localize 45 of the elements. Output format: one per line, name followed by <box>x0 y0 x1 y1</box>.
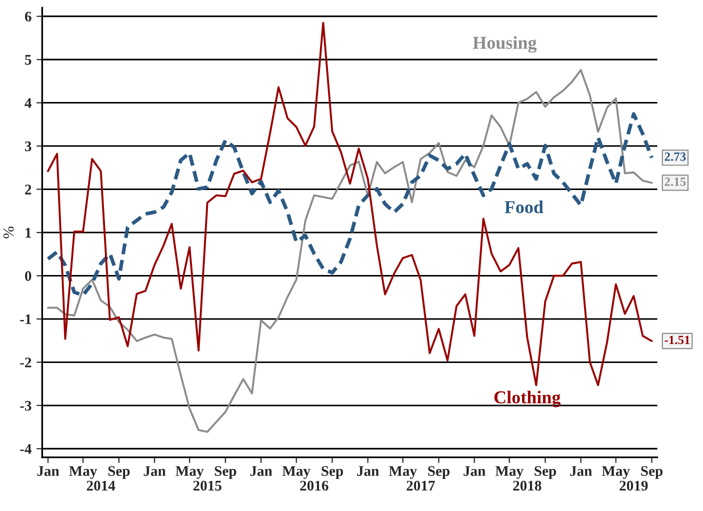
x-tick-label: Jan <box>144 466 166 476</box>
y-tick-label: 6 <box>24 12 32 22</box>
x-tick-label: Sep <box>428 466 450 479</box>
y-tick-label: 2 <box>25 184 32 194</box>
line-series <box>47 68 653 433</box>
x-tick-label: May <box>69 466 98 479</box>
x-tick-label: Jan <box>250 466 272 476</box>
x-tick-label: May <box>176 466 204 479</box>
y-tick-label: -4 <box>20 444 32 454</box>
annotation: -1.51 <box>664 336 690 344</box>
line-series <box>47 22 653 386</box>
y-tick-label: -1 <box>20 314 32 324</box>
x-tick-label: Sep <box>214 466 236 479</box>
x-tick-label: Jan <box>570 466 592 476</box>
y-tick-label: 1 <box>26 228 32 238</box>
text: Housing <box>472 36 537 53</box>
x-tick-label: May <box>495 466 524 479</box>
x-tick-label: Sep <box>534 466 556 479</box>
x-tick-label: May <box>602 466 630 479</box>
x-tick-label: Jan <box>37 466 60 476</box>
y-tick-label: -2 <box>20 358 32 368</box>
x-tick-label: Sep <box>322 466 343 479</box>
y-tick-label: 3 <box>25 141 32 152</box>
line-series <box>46 112 654 298</box>
x2-tick-label: 2019 <box>620 480 648 491</box>
x-tick-label: May <box>388 466 417 479</box>
x-tick-label: Sep <box>641 466 663 479</box>
series-label: Clothing <box>494 390 561 408</box>
series-label: Food <box>504 200 544 214</box>
annotation: 2.15 <box>664 178 686 186</box>
x2-tick-label: 2016 <box>300 480 328 491</box>
y-tick-label: -3 <box>20 400 32 411</box>
y-tick-label: 4 <box>24 98 32 108</box>
x-tick-label: May <box>282 466 310 479</box>
x2-tick-label: 2014 <box>86 480 116 491</box>
x2-tick-label: 2017 <box>406 480 435 491</box>
annotation: 2.73 <box>664 152 686 161</box>
y-tick-label: 0 <box>25 271 32 281</box>
x2-tick-label: 2015 <box>193 480 222 491</box>
x-tick-label: Jan <box>357 466 379 476</box>
x2-tick-label: 2018 <box>513 480 542 491</box>
y-axis-title: % <box>3 226 14 238</box>
y-tick-label: 5 <box>25 55 32 65</box>
x-tick-label: Jan <box>464 466 486 476</box>
x-tick-label: Sep <box>108 466 130 479</box>
